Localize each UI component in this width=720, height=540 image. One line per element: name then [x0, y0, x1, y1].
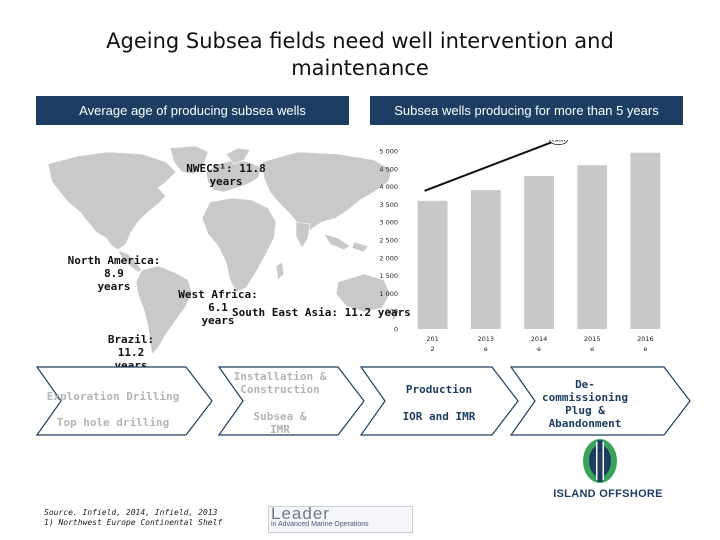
x-tick-label: 2016: [637, 335, 654, 343]
y-tick-label: 3 500: [379, 201, 398, 209]
map-new-zealand: [391, 307, 398, 323]
banner-average-age: Average age of producing subsea wells: [36, 96, 349, 125]
y-tick-label: 2 000: [379, 254, 398, 262]
map-south-america: [135, 265, 193, 355]
x-tick-label: 2: [431, 345, 435, 353]
map-africa: [201, 197, 277, 293]
map-south-east-asia: [323, 233, 369, 253]
x-axis: 201 2 2013 e 2014 e 2015 e 2016 e: [426, 335, 653, 353]
bar-2016e: [630, 152, 661, 329]
bar-series: [417, 152, 661, 329]
map-central-america: [117, 249, 143, 273]
chevron-label-installation-construction: Installation & Construction: [233, 370, 327, 396]
bar-chart: 0 500 1 000 1 500 2 000 2 500 3 000 3 500 4 000 4…: [379, 140, 661, 353]
bar-2013e: [470, 190, 501, 329]
source-note: Source. Infield, 2014, Infield, 2013 1) …: [44, 508, 223, 527]
y-tick-label: 500: [386, 308, 398, 316]
bar-2015e: [577, 165, 608, 329]
x-tick-label: e: [537, 345, 541, 353]
chevron-label-plug-abandonment: Plug & Abandonment: [548, 404, 622, 430]
chevron-label-production: Production: [405, 383, 473, 396]
chevron-label-ior-imr: IOR and IMR: [402, 410, 476, 423]
chevron-label-exploration-drilling: Exploration Drilling: [46, 390, 180, 403]
island-offshore-wordmark: ISLAND OFFSHORE: [553, 488, 663, 500]
chevron-label-subsea-imr: Subsea & IMR: [253, 410, 307, 436]
x-tick-label: e: [590, 345, 594, 353]
chevron-label-decommissioning: De- commissioning: [541, 378, 629, 404]
chevron-label-top-hole-drilling: Top hole drilling: [56, 416, 170, 429]
map-india: [295, 221, 311, 249]
x-tick-label: 2013: [478, 335, 495, 343]
y-tick-label: 3 000: [379, 219, 398, 227]
island-offshore-logo-icon: [583, 439, 617, 483]
bar-2012: [417, 200, 448, 329]
map-scandinavia: [225, 147, 251, 165]
y-tick-label: 4 500: [379, 165, 398, 173]
map-label-south-east-asia: South East Asia: 11.2 years: [232, 306, 411, 319]
y-tick-label: 1 000: [379, 290, 398, 298]
leader-logo-tagline: in Advanced Marine Operations: [271, 521, 369, 528]
map-north-america: [47, 151, 177, 251]
cagr-arrow: [424, 140, 561, 192]
y-tick-label: 4 000: [379, 183, 398, 191]
chevron-exploration: [36, 366, 213, 436]
chevron-installation: [218, 366, 365, 436]
y-tick-label: 0: [394, 326, 398, 334]
map-greenland: [169, 145, 209, 175]
map-madagascar: [275, 261, 285, 281]
chevron-production: [360, 366, 519, 436]
banner-wells-over-5-years: Subsea wells producing for more than 5 y…: [370, 96, 683, 125]
x-tick-label: 201: [426, 335, 438, 343]
x-tick-label: 2014: [531, 335, 548, 343]
map-label-nwecs: NWECS¹: 11.8 years: [186, 162, 266, 188]
cagr-badge: [549, 140, 568, 146]
map-asia: [261, 151, 393, 231]
map-label-north-america: North America: 8.9 years: [67, 254, 161, 293]
bar-2014e: [524, 175, 554, 329]
x-tick-label: 2015: [584, 335, 601, 343]
y-tick-label: 2 500: [379, 237, 398, 245]
world-map: [47, 145, 398, 355]
map-label-west-africa: West Africa: 6.1 years: [178, 288, 258, 327]
y-tick-label: 1 500: [379, 272, 398, 280]
map-australia: [335, 273, 391, 313]
y-tick-label: 5 000: [379, 148, 398, 156]
page-title: Ageing Subsea fields need well intervent…: [106, 29, 614, 80]
chevron-decommissioning: [510, 366, 691, 436]
cagr-trend: CAGR: [424, 140, 568, 192]
y-axis: 0 500 1 000 1 500 2 000 2 500 3 000 3 500 4 000 4…: [379, 148, 398, 334]
x-tick-label: e: [643, 345, 647, 353]
leader-logo-word: Leader: [271, 504, 330, 523]
x-tick-label: e: [484, 345, 488, 353]
cagr-label: CAGR: [551, 140, 566, 143]
leader-logo: Leader in Advanced Marine Operations: [268, 504, 413, 533]
